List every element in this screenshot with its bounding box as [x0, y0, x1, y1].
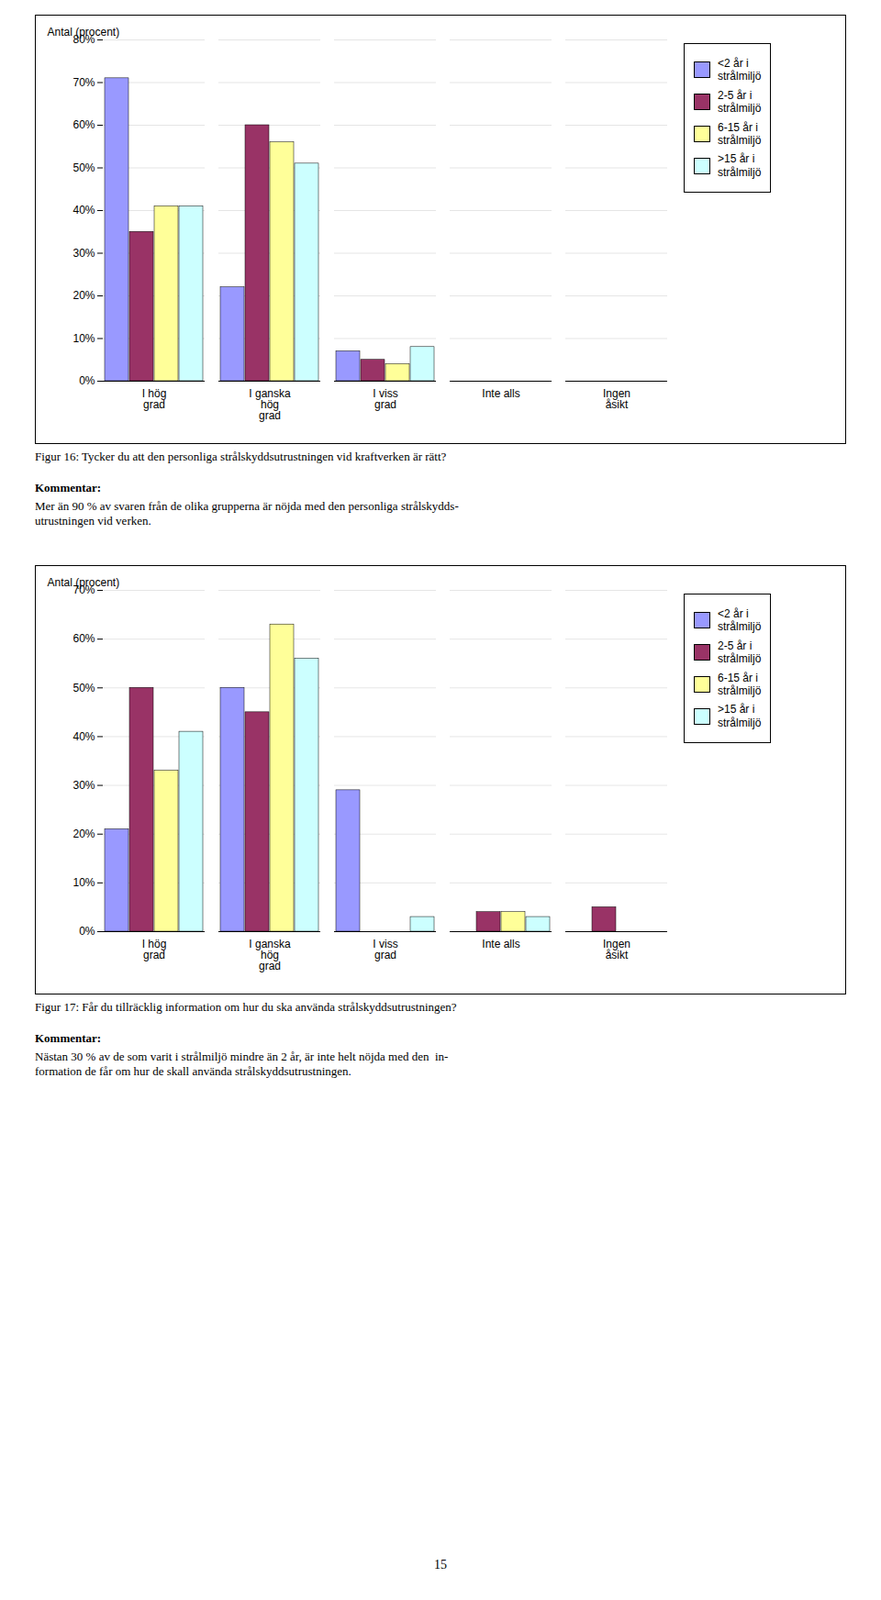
svg-text:Ingenåsikt: Ingenåsikt — [602, 937, 631, 962]
svg-text:Inte alls: Inte alls — [481, 387, 520, 401]
html-text:15: 15 — [434, 1558, 447, 1573]
html-text:>15 år i strålmiljö: >15 år i strålmiljö — [717, 152, 762, 179]
svg-text:Antal (procent): Antal (procent) — [47, 25, 121, 39]
svg-text:60%: 60% — [72, 632, 95, 646]
svg-text:70%: 70% — [72, 76, 95, 90]
svg-text:Ingenåsikt: Ingenåsikt — [602, 387, 631, 412]
html-text:6-15 år i strålmiljö: 6-15 år i strålmiljö — [717, 120, 762, 147]
svg-text:40%: 40% — [72, 730, 95, 744]
svg-text:30%: 30% — [72, 246, 95, 260]
svg-text:10%: 10% — [72, 332, 95, 346]
svg-text:20%: 20% — [72, 289, 95, 302]
html-text:6-15 år i strålmiljö: 6-15 år i strålmiljö — [717, 671, 762, 698]
svg-text:Inte alls: Inte alls — [481, 937, 520, 951]
html-text:<2 år i strålmiljö: <2 år i strålmiljö — [717, 56, 762, 83]
svg-text:I vissgrad: I vissgrad — [372, 937, 398, 962]
svg-text:Antal (procent): Antal (procent) — [47, 576, 121, 590]
svg-text:50%: 50% — [72, 161, 95, 175]
svg-text:0%: 0% — [78, 374, 96, 388]
svg-text:40%: 40% — [72, 203, 95, 217]
svg-text:20%: 20% — [72, 827, 95, 841]
svg-text:30%: 30% — [72, 779, 95, 792]
svg-text:I höggrad: I höggrad — [142, 937, 168, 962]
svg-text:0%: 0% — [78, 925, 96, 938]
html-text:Figur 17: Får du tillräcklig i: Figur 17: Får du tillräcklig information… — [34, 1000, 457, 1015]
svg-text:60%: 60% — [72, 118, 95, 132]
svg-text:I ganskahöggrad: I ganskahöggrad — [248, 387, 291, 423]
html-text:2-5 år i strålmiljö: 2-5 år i strålmiljö — [717, 88, 762, 115]
svg-text:50%: 50% — [72, 681, 95, 695]
html-text:Mer än 90 % av svaren från de: Mer än 90 % av svaren från de olika grup… — [34, 499, 459, 528]
svg-text:I ganskahöggrad: I ganskahöggrad — [248, 937, 291, 973]
svg-text:I vissgrad: I vissgrad — [372, 387, 398, 412]
html-text:Figur 16: Tycker du att den pe: Figur 16: Tycker du att den personliga s… — [34, 449, 447, 464]
svg-text:10%: 10% — [72, 876, 95, 890]
svg-text:80%: 80% — [72, 33, 95, 47]
svg-text:70%: 70% — [72, 583, 95, 597]
html-text:Kommentar:: Kommentar: — [34, 480, 102, 495]
html-text:<2 år i strålmiljö: <2 år i strålmiljö — [717, 607, 762, 634]
html-text:>15 år i strålmiljö: >15 år i strålmiljö — [717, 703, 762, 730]
html-text:Nästan 30 % av de som varit i: Nästan 30 % av de som varit i strålmiljö… — [34, 1049, 449, 1079]
html-text:Kommentar:: Kommentar: — [34, 1031, 102, 1046]
html-text:2-5 år i strålmiljö: 2-5 år i strålmiljö — [717, 639, 762, 666]
svg-text:I höggrad: I höggrad — [142, 387, 168, 412]
